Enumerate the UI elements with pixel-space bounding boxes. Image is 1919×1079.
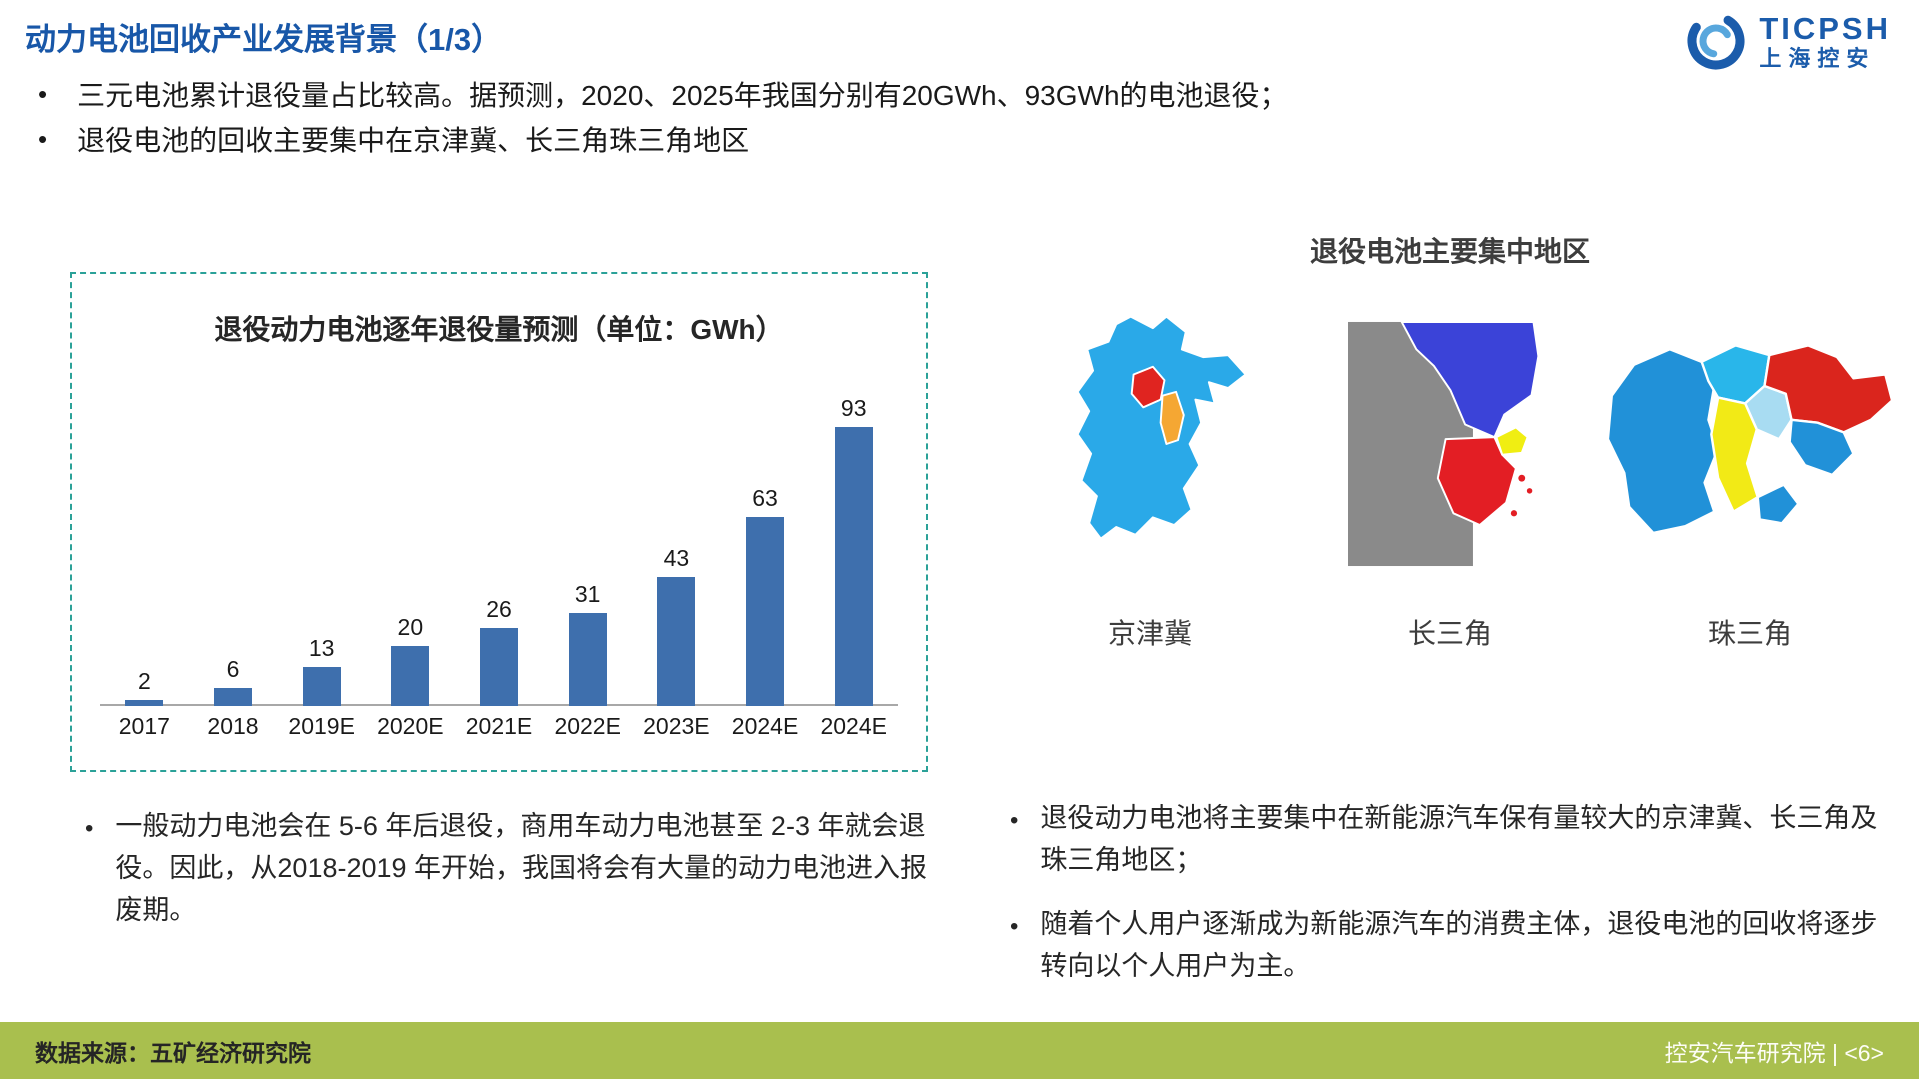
x-axis-label: 2023E [643,712,710,739]
x-axis-label: 2017 [118,712,170,739]
bar [125,700,164,706]
map-wrap [1600,288,1900,600]
battery-retirement-chart: 退役动力电池逐年退役量预测（单位：GWh） 2 2017 6 2018 13 2019E 2… [70,272,928,772]
bar-column: 20 2020E [366,382,455,746]
bar [834,427,873,706]
intro-bullet-1-text: 三元电池累计退役量占比较高。据预测，2020、2025年我国分别有20GWh、9… [77,80,1288,111]
logo-subtitle: 上海控安 [1759,46,1876,72]
bar [568,613,607,706]
right-note-1: 退役动力电池将主要集中在新能源汽车保有量较大的京津冀、长三角及珠三角地区； [1010,798,1900,882]
map-label-jingjinji: 京津冀 [1107,618,1192,649]
jingjinji-map [1076,315,1247,540]
bar [657,577,696,706]
bar-column: 43 2023E [632,382,721,746]
intro-bullet-1: 三元电池累计退役量占比较高。据预测，2020、2025年我国分别有20GWh、9… [30,78,1590,114]
map-wrap [1039,288,1261,600]
right-notes-block: 退役动力电池将主要集中在新能源汽车保有量较大的京津冀、长三角及珠三角地区； 随着… [1010,798,1900,1009]
intro-bullet-2: 退役电池的回收主要集中在京津冀、长三角珠三角地区 [30,123,1590,159]
right-note-2: 随着个人用户逐渐成为新能源汽车的消费主体，退役电池的回收将逐步转向以个人用户为主… [1010,904,1900,988]
bar-column: 26 2021E [455,382,544,746]
logo-brand: TICPSH [1759,10,1891,46]
map-wrap [1347,288,1553,600]
bar [391,646,430,706]
page-title: 动力电池回收产业发展背景（1/3） [25,22,503,57]
bar-value-label: 31 [574,581,601,607]
right-note-2-text: 随着个人用户逐渐成为新能源汽车的消费主体，退役电池的回收将逐步转向以个人用户为主… [1040,908,1878,981]
map-column-changsanjiao: 长三角 [1300,288,1600,652]
bar [480,628,519,706]
changsanjiao-map [1347,321,1539,567]
map-column-jingjinji: 京津冀 [1000,288,1300,652]
company-logo: TICPSH 上海控安 [1685,10,1891,72]
map-column-zhusanjiao: 珠三角 [1600,288,1900,652]
left-note: 一般动力电池会在 5-6 年后退役，商用车动力电池甚至 2-3 年就会退役。因此… [85,806,945,932]
footer-page-info: 控安汽车研究院 | <6> [1664,1039,1884,1066]
logo-swirl-icon [1687,12,1745,70]
bar-value-label: 26 [486,596,512,622]
bar-column: 13 2019E [277,382,366,746]
footer-bar: 数据来源：五矿经济研究院 控安汽车研究院 | <6> [0,1022,1919,1079]
bar-column: 6 2018 [189,382,278,746]
x-axis-label: 2021E [465,712,533,739]
chart-title: 退役动力电池逐年退役量预测（单位：GWh） [214,314,784,345]
bar-value-label: 43 [663,545,690,571]
maps-row: 京津冀 长三角 [1000,288,1900,652]
x-axis-label: 2024E [731,712,799,739]
bar-value-label: 6 [226,656,240,682]
x-axis-label: 2022E [554,712,621,739]
bar-column: 2 2017 [100,382,189,746]
bar-value-label: 2 [137,668,151,694]
bar-value-label: 93 [840,395,867,421]
x-axis-label: 2020E [377,712,444,739]
bar [746,517,785,706]
left-note-block: 一般动力电池会在 5-6 年后退役，商用车动力电池甚至 2-3 年就会退役。因此… [85,806,945,954]
intro-bullets: 三元电池累计退役量占比较高。据预测，2020、2025年我国分别有20GWh、9… [30,78,1590,169]
map-label-zhusanjiao: 珠三角 [1707,618,1792,649]
x-axis-label: 2018 [207,712,259,739]
intro-bullet-2-text: 退役电池的回收主要集中在京津冀、长三角珠三角地区 [77,125,750,157]
bar [302,667,341,706]
maps-section-title: 退役电池主要集中地区 [1309,236,1590,267]
zhusanjiao-map [1606,344,1894,535]
bar [214,688,252,706]
left-note-text: 一般动力电池会在 5-6 年后退役，商用车动力电池甚至 2-3 年就会退役。因此… [115,811,928,925]
logo-text: TICPSH 上海控安 [1759,11,1891,72]
bar-value-label: 63 [752,485,778,511]
bar-column: 31 2022E [543,382,632,746]
data-source: 数据来源：五矿经济研究院 [35,1039,311,1066]
x-axis-label: 2019E [288,712,355,739]
map-label-changsanjiao: 长三角 [1407,618,1492,649]
bar-column: 63 2024E [721,382,810,746]
right-note-1-text: 退役动力电池将主要集中在新能源汽车保有量较大的京津冀、长三角及珠三角地区； [1040,803,1878,875]
bar-value-label: 13 [308,635,335,661]
x-axis-label: 2024E [820,712,887,739]
bar-column: 93 2024E [809,382,898,746]
chart-plot-area: 2 2017 6 2018 13 2019E 20 2020E 26 2021E 31 2022E 43… [100,382,898,746]
bar-value-label: 20 [397,614,424,640]
